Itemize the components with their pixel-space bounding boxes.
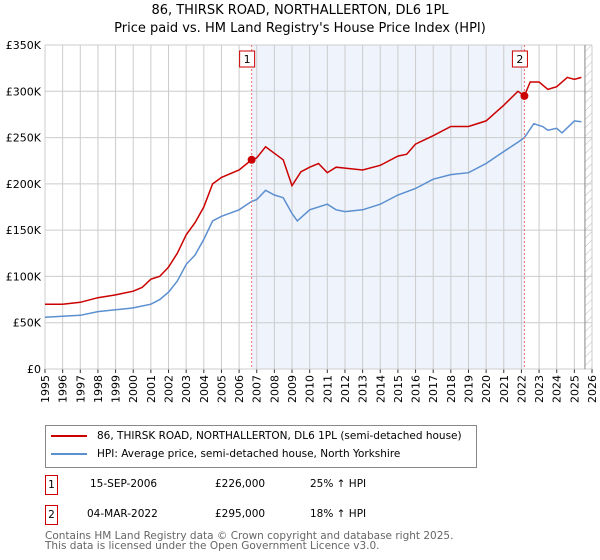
sale-marker-label: 1 [244, 53, 251, 66]
x-tick-label: 2024 [551, 375, 564, 403]
sale-marker-box [239, 50, 256, 68]
shaded-ownership-period [251, 45, 525, 369]
legend-label: 86, THIRSK ROAD, NORTHALLERTON, DL6 1PL … [97, 430, 462, 442]
legend-label: HPI: Average price, semi-detached house,… [97, 448, 401, 460]
legend-item-property: 86, THIRSK ROAD, NORTHALLERTON, DL6 1PL … [46, 430, 462, 442]
y-tick-label: £0 [27, 363, 41, 376]
sale-point [520, 91, 529, 100]
x-tick-label: 2010 [304, 375, 317, 403]
chart-subtitle: Price paid vs. HM Land Registry's House … [114, 21, 486, 36]
sale-date: 15-SEP-2006 [90, 478, 158, 490]
footer: Contains HM Land Registry data © Crown c… [45, 530, 454, 552]
y-tick-label: £350K [6, 39, 42, 52]
sale-price: £295,000 [215, 508, 266, 520]
sale-point [247, 155, 256, 164]
x-tick-label: 1997 [74, 375, 87, 403]
legend-item-hpi: HPI: Average price, semi-detached house,… [46, 448, 400, 460]
legend-swatch-blue [51, 453, 87, 455]
sale-marker-label: 2 [45, 505, 58, 525]
sale-hpi: 18% ↑ HPI [310, 508, 367, 520]
sale-marker-label: 1 [45, 475, 58, 495]
x-tick-label: 2015 [392, 375, 405, 403]
x-tick-label: 1998 [92, 375, 105, 403]
y-tick-label: £50K [13, 317, 42, 330]
x-tick-label: 2019 [462, 375, 475, 403]
x-tick-label: 2020 [480, 375, 493, 403]
y-tick-label: £150K [6, 224, 42, 237]
footer-line: This data is licensed under the Open Gov… [45, 540, 380, 552]
x-tick-label: 2014 [374, 375, 387, 403]
y-tick-label: £250K [6, 132, 42, 145]
x-tick-label: 2023 [533, 375, 546, 403]
y-tick-label: £200K [6, 178, 42, 191]
property-price-line [45, 76, 582, 305]
hpi-line [44, 120, 582, 318]
x-tick-label: 2002 [163, 375, 176, 403]
x-tick-label: 2011 [321, 375, 334, 403]
x-tick-label: 2025 [568, 375, 581, 403]
y-tick-label: £100K [6, 270, 42, 283]
x-tick-label: 2017 [427, 375, 440, 403]
sale-marker-label: 2 [516, 53, 523, 66]
legend: 86, THIRSK ROAD, NORTHALLERTON, DL6 1PL … [45, 425, 477, 468]
x-tick-label: 2000 [127, 375, 140, 403]
plot-area: 1995 1996 1997 1998 1999 2000 2001 2002 2003 2004… [6, 39, 599, 403]
sale-marker-box [511, 50, 528, 68]
x-tick-label: 2005 [215, 375, 228, 403]
hatched-future-region [584, 45, 592, 369]
x-tick-label: 1996 [57, 375, 70, 403]
x-tick-label: 2018 [445, 375, 458, 403]
x-tick-label: 1995 [39, 375, 52, 403]
x-tick-label: 2012 [339, 375, 352, 403]
x-tick-label: 2009 [286, 375, 299, 403]
x-tick-label: 2022 [515, 375, 528, 403]
x-tick-label: 2003 [180, 375, 193, 403]
x-tick-label: 2006 [233, 375, 246, 403]
sale-price: £226,000 [215, 478, 266, 490]
x-tick-label: 2004 [198, 375, 211, 403]
sale-date: 04-MAR-2022 [87, 508, 158, 520]
x-tick-label: 2013 [357, 375, 370, 403]
footer-line: Contains HM Land Registry data © Crown c… [45, 530, 454, 542]
x-tick-label: 2007 [251, 375, 264, 403]
sale-hpi: 25% ↑ HPI [310, 478, 367, 490]
x-tick-label: 2026 [586, 375, 599, 403]
legend-swatch-red [51, 435, 87, 437]
x-tick-label: 2001 [145, 375, 158, 403]
x-tick-label: 1999 [110, 375, 123, 403]
x-tick-label: 2008 [268, 375, 281, 403]
chart-title: 86, THIRSK ROAD, NORTHALLERTON, DL6 1PL [151, 3, 449, 18]
y-tick-label: £300K [6, 85, 42, 98]
x-tick-label: 2021 [498, 375, 511, 403]
x-tick-label: 2016 [410, 375, 423, 403]
